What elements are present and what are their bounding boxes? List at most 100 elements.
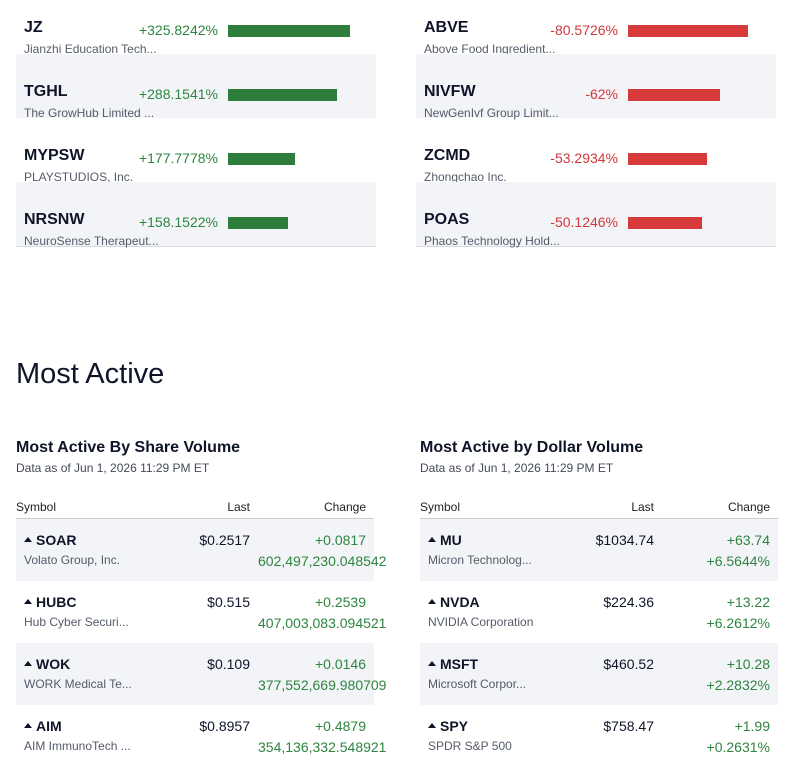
table-row[interactable]: MU Micron Technolog... $1034.74 +63.74 +… (420, 519, 778, 581)
up-arrow-icon (428, 723, 436, 728)
gainer-row[interactable]: JZ +325.8242% Jianzhi Education Tech... (16, 0, 376, 56)
gainer-change-pct: +158.1522% (138, 214, 218, 230)
table-row[interactable]: HUBC Hub Cyber Securi... $0.515 +0.2539 … (16, 581, 386, 643)
up-arrow-icon (24, 537, 32, 542)
dollar-volume-title: Most Active by Dollar Volume (420, 439, 644, 456)
row-change: +0.4879 (315, 718, 366, 734)
row-company-name: WORK Medical Te... (24, 677, 132, 691)
row-volume: 377,552,669.980709 (258, 677, 387, 693)
row-change: +63.74 (726, 532, 770, 548)
gainer-company-name: Jianzhi Education Tech... (24, 42, 157, 56)
most-active-heading: Most Active (16, 358, 165, 390)
loser-row[interactable]: NIVFW -62% NewGenIvf Group Limit... (416, 54, 776, 120)
row-change-percent: +6.5644% (706, 553, 770, 569)
loser-row[interactable]: POAS -50.1246% Phaos Technology Hold... (416, 182, 776, 248)
row-symbol[interactable]: AIM (24, 718, 62, 734)
column-header-change: Change (323, 500, 366, 514)
row-company-name: SPDR S&P 500 (428, 739, 512, 753)
gainer-symbol[interactable]: JZ (24, 19, 43, 36)
table-row[interactable]: SOAR Volato Group, Inc. $0.2517 +0.0817 … (16, 519, 386, 581)
loser-bar (628, 217, 702, 229)
gainer-row[interactable]: NRSNW +158.1522% NeuroSense Therapeut... (16, 182, 376, 248)
gainer-bar (228, 25, 350, 37)
loser-change-pct: -80.5726% (550, 22, 618, 38)
dollar-volume-table-header: Symbol Last Change (420, 496, 778, 519)
row-change-percent: +0.2631% (706, 739, 770, 755)
loser-bar (628, 89, 720, 101)
loser-change-pct: -53.2934% (550, 150, 618, 166)
most-active-dollar-volume: Most Active by Dollar Volume Data as of … (420, 438, 778, 767)
loser-symbol[interactable]: POAS (424, 211, 470, 228)
row-change-percent: +6.2612% (706, 615, 770, 631)
table-row[interactable]: MSFT Microsoft Corpor... $460.52 +10.28 … (420, 643, 778, 705)
row-last-price: $0.8957 (199, 718, 250, 734)
row-symbol[interactable]: SOAR (24, 532, 76, 548)
row-change-percent: +2.2832% (706, 677, 770, 693)
most-active-share-volume: Most Active By Share Volume Data as of J… (16, 438, 386, 767)
row-company-name: Volato Group, Inc. (24, 553, 121, 567)
loser-company-name: NewGenIvf Group Limit... (424, 106, 559, 120)
column-header-last: Last (227, 500, 250, 514)
gainer-bar (228, 153, 295, 165)
dollar-volume-timestamp: Data as of Jun 1, 2026 11:29 PM ET (420, 461, 614, 475)
gainer-row[interactable]: TGHL +288.1541% The GrowHub Limited ... (16, 54, 376, 120)
row-change: +0.0817 (315, 532, 366, 548)
column-header-change: Change (727, 500, 770, 514)
loser-row[interactable]: ABVE -80.5726% Above Food Ingredient... (416, 0, 776, 56)
row-volume: 354,136,332.548921 (258, 739, 387, 755)
top-losers-list: ABVE -80.5726% Above Food Ingredient... … (416, 0, 776, 248)
gainer-symbol[interactable]: TGHL (24, 83, 68, 100)
gainer-company-name: The GrowHub Limited ... (24, 106, 155, 120)
row-symbol[interactable]: MU (428, 532, 462, 548)
column-header-symbol: Symbol (420, 500, 461, 514)
loser-company-name: Above Food Ingredient... (424, 42, 556, 56)
share-volume-timestamp: Data as of Jun 1, 2026 11:29 PM ET (16, 461, 210, 475)
table-row[interactable]: NVDA NVIDIA Corporation $224.36 +13.22 +… (420, 581, 778, 643)
row-last-price: $758.47 (603, 718, 654, 734)
gainer-bar (228, 89, 337, 101)
up-arrow-icon (24, 723, 32, 728)
loser-change-pct: -50.1246% (550, 214, 618, 230)
table-row[interactable]: WOK WORK Medical Te... $0.109 +0.0146 37… (16, 643, 386, 705)
row-symbol[interactable]: SPY (428, 718, 468, 734)
up-arrow-icon (428, 537, 436, 542)
up-arrow-icon (428, 661, 436, 666)
gainer-bar (228, 217, 288, 229)
table-row[interactable]: AIM AIM ImmunoTech ... $0.8957 +0.4879 3… (16, 705, 386, 767)
top-gainers-list: JZ +325.8242% Jianzhi Education Tech... … (16, 0, 376, 248)
row-last-price: $0.515 (207, 594, 250, 610)
row-last-price: $1034.74 (595, 532, 654, 548)
row-company-name: Hub Cyber Securi... (24, 615, 129, 629)
row-volume: 602,497,230.048542 (258, 553, 387, 569)
up-arrow-icon (24, 599, 32, 604)
loser-bar (628, 153, 707, 165)
row-company-name: Microsoft Corpor... (428, 677, 527, 691)
gainer-row[interactable]: MYPSW +177.7778% PLAYSTUDIOS, Inc. (16, 118, 376, 184)
table-row[interactable]: SPY SPDR S&P 500 $758.47 +1.99 +0.2631% (420, 705, 778, 767)
column-header-symbol: Symbol (16, 500, 57, 514)
gainer-symbol[interactable]: NRSNW (24, 211, 85, 228)
up-arrow-icon (24, 661, 32, 666)
row-change: +0.0146 (315, 656, 366, 672)
loser-bar (628, 25, 748, 37)
row-change: +0.2539 (315, 594, 366, 610)
loser-company-name: Zhongchao Inc. (424, 170, 507, 184)
loser-symbol[interactable]: ZCMD (424, 147, 471, 164)
row-change: +1.99 (734, 718, 770, 734)
share-volume-title: Most Active By Share Volume (16, 439, 241, 456)
row-last-price: $224.36 (603, 594, 654, 610)
row-last-price: $0.2517 (199, 532, 250, 548)
gainer-change-pct: +177.7778% (138, 150, 218, 166)
loser-symbol[interactable]: NIVFW (424, 83, 476, 100)
row-symbol[interactable]: WOK (24, 656, 70, 672)
row-symbol[interactable]: MSFT (428, 656, 478, 672)
loser-row[interactable]: ZCMD -53.2934% Zhongchao Inc. (416, 118, 776, 184)
share-volume-table-header: Symbol Last Change (16, 496, 374, 519)
row-company-name: NVIDIA Corporation (428, 615, 534, 629)
row-symbol[interactable]: HUBC (24, 594, 76, 610)
row-volume: 407,003,083.094521 (258, 615, 387, 631)
row-symbol[interactable]: NVDA (428, 594, 480, 610)
loser-symbol[interactable]: ABVE (424, 19, 469, 36)
gainer-symbol[interactable]: MYPSW (24, 147, 85, 164)
up-arrow-icon (428, 599, 436, 604)
